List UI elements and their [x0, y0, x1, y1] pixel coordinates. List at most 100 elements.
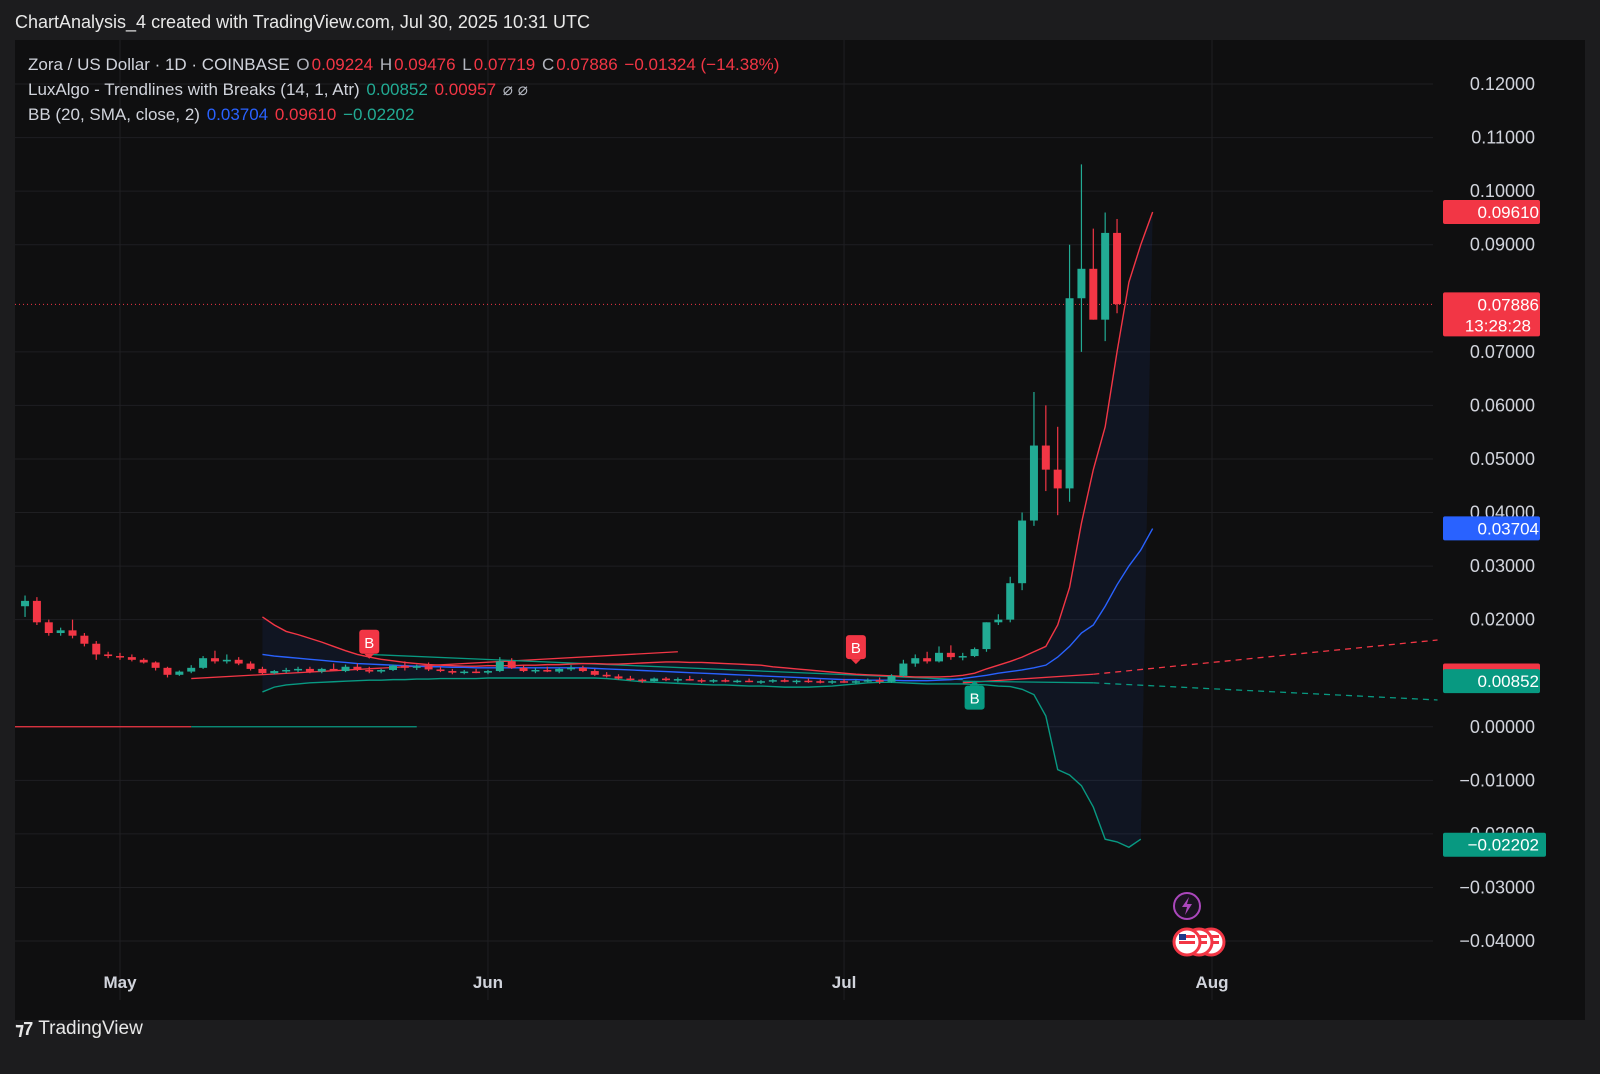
candle-body[interactable]: [1113, 232, 1122, 305]
candle-body[interactable]: [733, 680, 742, 683]
candle-body[interactable]: [911, 658, 920, 664]
candle-body[interactable]: [840, 681, 849, 683]
candle-body[interactable]: [1006, 583, 1015, 620]
break-marker[interactable]: B: [359, 629, 380, 659]
candle-body[interactable]: [923, 658, 932, 662]
candle-body[interactable]: [863, 680, 872, 682]
legend-symbol-row[interactable]: Zora / US Dollar · 1D · COINBASE O 0.0922…: [28, 52, 781, 77]
candle-body[interactable]: [377, 669, 386, 672]
candle-body[interactable]: [543, 669, 552, 672]
trendline-segment[interactable]: [962, 680, 1094, 684]
candle-body[interactable]: [448, 671, 457, 673]
candle-body[interactable]: [127, 657, 136, 660]
candle-body[interactable]: [685, 679, 694, 681]
candle-body[interactable]: [935, 652, 943, 662]
candle-body[interactable]: [1029, 445, 1038, 521]
candle-body[interactable]: [673, 679, 682, 681]
bb-line-basis[interactable]: [262, 528, 1154, 682]
candle-body[interactable]: [329, 668, 338, 672]
candle-body[interactable]: [519, 667, 528, 672]
candle-body[interactable]: [163, 667, 172, 675]
candle-body[interactable]: [436, 669, 445, 672]
candle-body[interactable]: [590, 671, 599, 675]
price-tag[interactable]: 0.03704: [1443, 516, 1540, 541]
price-tag[interactable]: −0.02202: [1443, 832, 1546, 857]
candle-body[interactable]: [638, 679, 647, 682]
candle-body[interactable]: [116, 656, 124, 658]
candle-body[interactable]: [756, 681, 765, 683]
candle-body[interactable]: [234, 659, 243, 664]
symbol-name[interactable]: Zora / US Dollar · 1D · COINBASE: [28, 55, 290, 74]
price-tag[interactable]: 0.09610: [1443, 200, 1540, 225]
candle-body[interactable]: [555, 668, 564, 672]
candle-body[interactable]: [270, 671, 279, 674]
candle-body[interactable]: [424, 666, 433, 670]
candle-body[interactable]: [1018, 520, 1027, 584]
candles[interactable]: [21, 164, 1122, 684]
candle-body[interactable]: [341, 666, 350, 672]
candle-body[interactable]: [210, 658, 219, 662]
event-icons[interactable]: [1172, 892, 1226, 957]
candle-body[interactable]: [472, 671, 481, 674]
candle-body[interactable]: [139, 659, 148, 663]
break-marker[interactable]: B: [845, 635, 866, 665]
candle-body[interactable]: [567, 667, 576, 670]
candle-body[interactable]: [68, 630, 77, 636]
candle-body[interactable]: [495, 661, 504, 672]
candle-body[interactable]: [804, 680, 813, 683]
candle-body[interactable]: [887, 675, 896, 682]
candle-body[interactable]: [614, 676, 623, 679]
candle-body[interactable]: [745, 680, 754, 683]
trendline-segment[interactable]: [369, 653, 963, 681]
candle-body[interactable]: [982, 622, 991, 650]
legend-bb-row[interactable]: BB (20, SMA, close, 2) 0.03704 0.09610 −…: [28, 102, 781, 127]
candle-body[interactable]: [400, 665, 409, 668]
candle-body[interactable]: [899, 663, 908, 676]
chart-area[interactable]: [15, 40, 1585, 1020]
candle-body[interactable]: [650, 678, 659, 682]
candle-body[interactable]: [531, 669, 540, 672]
candle-body[interactable]: [1077, 268, 1086, 299]
candle-body[interactable]: [780, 680, 789, 682]
candle-body[interactable]: [721, 680, 730, 682]
legend-luxalgo-row[interactable]: LuxAlgo - Trendlines with Breaks (14, 1,…: [28, 77, 781, 102]
candle-body[interactable]: [199, 658, 208, 668]
candle-body[interactable]: [626, 678, 635, 681]
tradingview-logo-icon[interactable]: ⁊7: [15, 1018, 33, 1039]
price-tag[interactable]: 0.07886 13:28:28: [1443, 292, 1540, 337]
candle-body[interactable]: [80, 635, 89, 644]
candle-body[interactable]: [1065, 298, 1074, 489]
candle-body[interactable]: [353, 666, 362, 670]
candle-body[interactable]: [507, 661, 516, 668]
candle-body[interactable]: [851, 681, 860, 683]
candle-body[interactable]: [792, 680, 801, 683]
candle-body[interactable]: [946, 652, 955, 658]
candle-body[interactable]: [1053, 469, 1062, 489]
candle-body[interactable]: [483, 671, 492, 673]
candle-body[interactable]: [697, 680, 706, 682]
candle-body[interactable]: [56, 630, 65, 634]
candle-body[interactable]: [365, 669, 374, 672]
candle-body[interactable]: [768, 680, 777, 682]
candle-body[interactable]: [32, 600, 41, 623]
candle-body[interactable]: [709, 680, 718, 682]
bb-line-lower[interactable]: [262, 677, 1142, 849]
bb-line-upper[interactable]: [262, 211, 1154, 678]
candle-body[interactable]: [294, 668, 303, 671]
candle-body[interactable]: [222, 659, 231, 662]
bb-name[interactable]: BB (20, SMA, close, 2): [28, 105, 200, 124]
candle-body[interactable]: [151, 662, 160, 668]
candle-body[interactable]: [816, 681, 825, 683]
candle-body[interactable]: [875, 680, 884, 682]
candle-body[interactable]: [258, 668, 267, 674]
candle-body[interactable]: [44, 622, 53, 634]
candle-body[interactable]: [970, 649, 979, 657]
price-chart[interactable]: 0.12000 0.11000 0.10000 0.09000 0.07000 0.060…: [15, 40, 1585, 1020]
price-tag[interactable]: 0.00852: [1443, 669, 1540, 694]
candle-body[interactable]: [412, 666, 421, 668]
candle-body[interactable]: [602, 674, 611, 677]
candle-body[interactable]: [578, 667, 587, 672]
candle-body[interactable]: [1101, 232, 1110, 320]
candle-body[interactable]: [21, 600, 30, 607]
candle-body[interactable]: [958, 656, 967, 658]
